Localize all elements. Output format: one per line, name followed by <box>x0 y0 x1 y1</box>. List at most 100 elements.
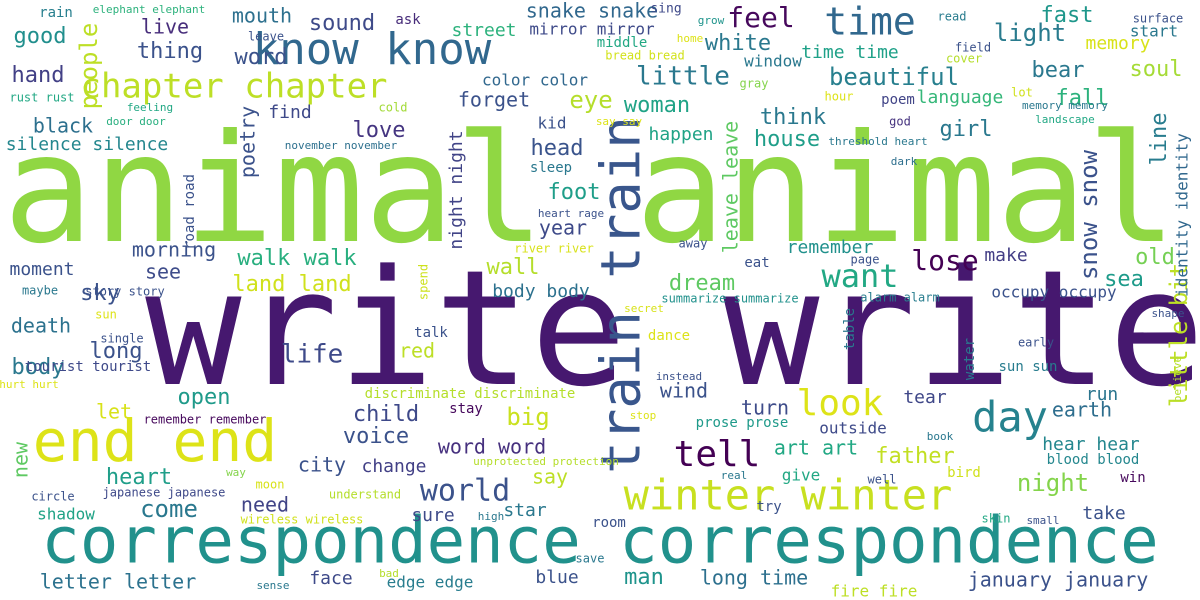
word-japanese-japanese: japanese japanese <box>103 486 226 500</box>
word-spend: spend <box>417 264 431 300</box>
word-grow: grow <box>698 14 725 27</box>
word-year: year <box>539 216 587 240</box>
word-head: head <box>531 136 584 161</box>
word-identity-identity: identity identity <box>1173 133 1192 297</box>
word-road-road: road road <box>182 174 198 250</box>
word-middle: middle <box>597 35 648 51</box>
word-field: field <box>955 41 991 55</box>
word-art-art: art art <box>774 436 858 460</box>
word-time: time <box>824 0 916 44</box>
word-long: long <box>90 339 143 364</box>
word-body-body: body body <box>492 281 590 302</box>
word-understand: understand <box>329 488 401 502</box>
word-maybe: maybe <box>22 284 58 298</box>
word-voice: voice <box>343 424 409 449</box>
word-gray: gray <box>740 77 769 91</box>
word-eye: eye <box>569 86 612 114</box>
word-walk-walk: walk walk <box>237 246 356 271</box>
word-occupy-occupy: occupy occupy <box>991 283 1117 302</box>
word-hand: hand <box>12 63 65 88</box>
word-soul: soul <box>1130 57 1183 82</box>
word-believe: believe <box>1171 356 1184 402</box>
word-eat: eat <box>744 255 769 271</box>
word-letter-letter: letter letter <box>40 570 197 594</box>
word-need: need <box>241 493 289 517</box>
word-mirror-mirror: mirror mirror <box>529 20 655 39</box>
word-little-bit: little bit <box>1165 263 1193 408</box>
word-god: god <box>889 115 911 129</box>
word-street: street <box>451 20 516 41</box>
word-wall: wall <box>487 255 540 280</box>
word-take: take <box>1082 503 1125 524</box>
word-night: night <box>1017 469 1089 497</box>
word-give: give <box>782 466 821 485</box>
word-new: new <box>9 441 33 478</box>
word-city: city <box>298 453 346 477</box>
word-book: book <box>927 430 954 443</box>
word-people: people <box>75 23 103 110</box>
word-heart-rage: heart rage <box>538 207 604 220</box>
word-water: water <box>962 338 978 380</box>
word-read: read <box>938 10 967 24</box>
word-fast: fast <box>1041 3 1094 28</box>
word-blue: blue <box>535 567 578 588</box>
word-old: old <box>1135 245 1175 270</box>
word-circle: circle <box>31 490 74 504</box>
word-sun: sun <box>95 308 117 322</box>
word-want: want <box>821 257 898 295</box>
word-mouth: mouth <box>232 4 292 28</box>
word-try: try <box>756 499 781 515</box>
word-dance: dance <box>648 328 690 344</box>
word-alarm-alarm: alarm alarm <box>860 291 939 305</box>
word-fall: fall <box>1056 86 1109 111</box>
word-wind: wind <box>660 379 708 403</box>
word-sure: sure <box>411 505 454 526</box>
word-start: start <box>1130 22 1178 41</box>
word-live: live <box>141 15 189 39</box>
word-blood-blood: blood blood <box>1047 452 1140 468</box>
word-girl: girl <box>940 117 993 142</box>
word-chapter-chapter: chapter chapter <box>80 67 387 107</box>
word-sleep: sleep <box>530 160 572 176</box>
word-look: look <box>797 383 884 424</box>
word-leave-leave: leave leave <box>719 121 743 253</box>
word-life: life <box>281 340 344 370</box>
word-star: star <box>503 500 547 521</box>
word-silence-silence: silence silence <box>6 134 169 155</box>
word-home: home <box>677 32 704 45</box>
word-sound: sound <box>309 11 375 36</box>
word-window: window <box>744 52 802 71</box>
word-forget: forget <box>458 88 530 112</box>
word-turn: turn <box>741 396 789 420</box>
word-elephant-elephant: elephant elephant <box>93 3 206 16</box>
word-moon: moon <box>256 478 285 492</box>
word-january-january: january january <box>968 568 1149 592</box>
word-tourist-tourist: tourist tourist <box>25 359 151 375</box>
word-unprotected-protection: unprotected protection <box>473 455 619 468</box>
word-thing: thing <box>137 39 203 64</box>
word-change: change <box>361 456 426 477</box>
word-make: make <box>984 245 1027 266</box>
word-earth: earth <box>1052 398 1112 422</box>
word-cover: cover <box>946 52 982 66</box>
word-big: big <box>506 403 549 431</box>
word-sing: sing <box>650 2 681 17</box>
word-heart: heart <box>106 465 172 490</box>
word-door-door: door door <box>106 115 166 128</box>
word-end-end: end end <box>33 407 277 475</box>
word-good: good <box>14 24 67 49</box>
word-sun-sun: sun sun <box>998 359 1057 375</box>
word-summarize-summarize: summarize summarize <box>661 292 798 306</box>
word-small: small <box>1026 514 1059 527</box>
word-instead: instead <box>656 370 702 383</box>
word-memory-memory: memory memory <box>1022 99 1108 112</box>
word-foot: foot <box>548 180 601 205</box>
word-say: say <box>532 465 568 489</box>
word-moment: moment <box>9 259 74 280</box>
word-surface: surface <box>1133 12 1184 26</box>
word-father: father <box>875 444 954 469</box>
word-talk: talk <box>414 325 448 341</box>
word-sky: sky <box>80 281 120 306</box>
